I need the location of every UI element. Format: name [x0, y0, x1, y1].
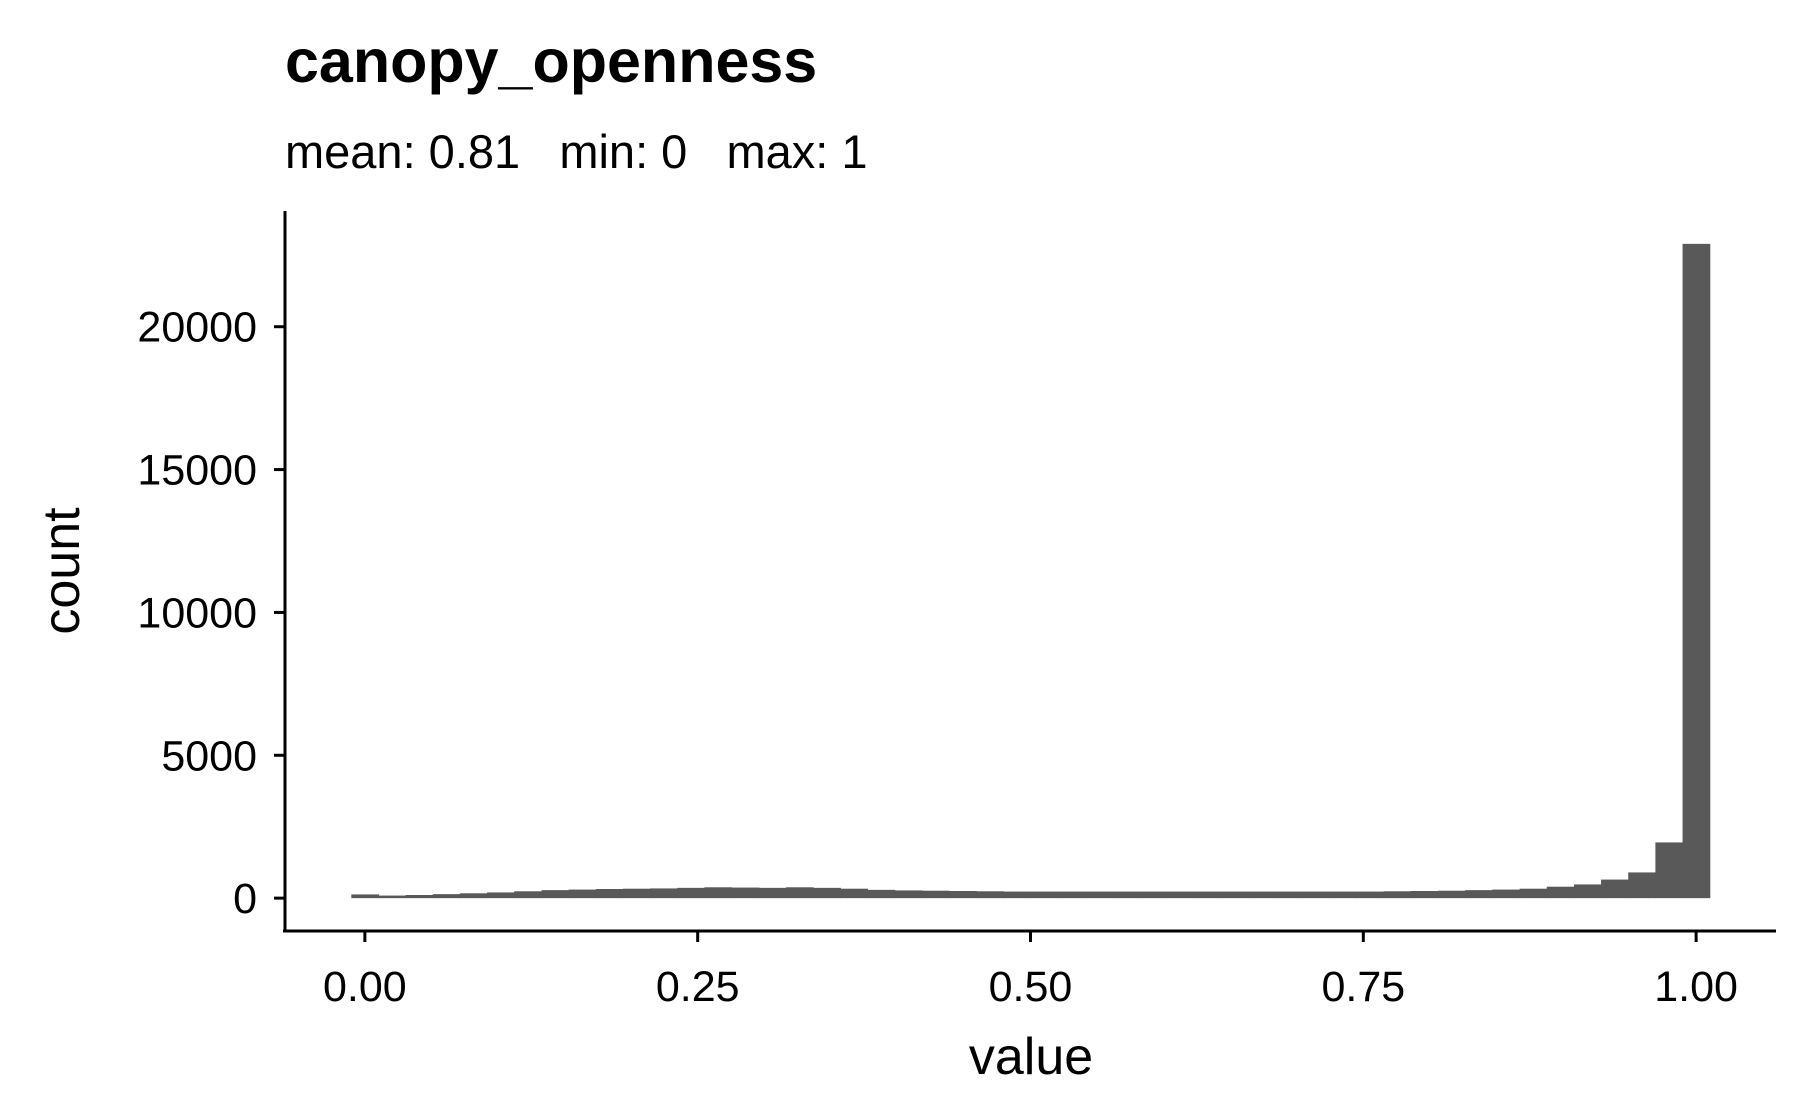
histogram-bar — [813, 887, 841, 899]
histogram-bar — [1193, 891, 1222, 899]
y-tick-label: 0 — [233, 875, 257, 923]
histogram-bar — [459, 893, 488, 899]
histogram-bar — [1356, 891, 1385, 899]
y-axis-ticks: 0 5000 10000 15000 20000 — [137, 304, 285, 923]
histogram-bar — [894, 890, 923, 899]
histogram-bar — [541, 890, 570, 899]
x-axis-ticks: 0.00 0.25 0.50 0.75 1.00 — [323, 931, 1738, 1011]
y-axis-title: count — [33, 507, 91, 635]
x-axis-title: value — [969, 1028, 1093, 1086]
x-tick-label: 0.25 — [656, 963, 740, 1011]
histogram-bar — [650, 888, 678, 899]
histogram-bar — [949, 891, 977, 899]
histogram-bar — [1465, 890, 1493, 899]
histogram-bar — [568, 889, 597, 899]
histogram-bar — [1383, 891, 1412, 899]
histogram-bar — [921, 890, 950, 899]
histogram-bar — [1057, 891, 1086, 899]
histogram-bar — [758, 887, 787, 899]
x-tick-label: 0.00 — [323, 963, 407, 1011]
histogram-bar — [1601, 879, 1629, 899]
histogram-bar — [677, 887, 706, 899]
histogram-bar — [623, 888, 651, 899]
histogram-bar — [1220, 891, 1249, 899]
x-tick-label: 1.00 — [1654, 963, 1738, 1011]
histogram-bar — [704, 887, 733, 899]
histogram-bar — [1628, 872, 1656, 899]
histogram-bar — [405, 895, 434, 899]
histogram-bar — [1519, 888, 1548, 899]
histogram-bar — [1573, 884, 1602, 899]
histogram-bar — [351, 894, 380, 899]
chart-title: canopy_openness — [285, 27, 817, 95]
chart-subtitle: mean: 0.81 min: 0 max: 1 — [285, 125, 868, 178]
histogram-bar — [487, 892, 515, 899]
y-tick-label: 15000 — [137, 447, 257, 495]
histogram-bar — [378, 895, 407, 899]
histogram-bar — [1003, 891, 1032, 899]
histogram-bar — [1302, 891, 1330, 899]
histogram-bar — [1329, 891, 1358, 899]
histogram-bar — [432, 894, 461, 899]
histogram-bar — [1247, 891, 1276, 899]
histogram-bar — [1438, 890, 1466, 899]
histogram-bar — [1166, 891, 1195, 899]
histogram-bar — [1111, 891, 1140, 899]
histogram-bar — [731, 887, 760, 899]
y-tick-label: 5000 — [161, 732, 257, 780]
histogram-bar — [840, 888, 869, 899]
histogram-bar — [1410, 891, 1439, 899]
histogram-bar — [595, 889, 624, 899]
histogram-bar — [867, 889, 896, 899]
histogram-bar — [1030, 891, 1059, 899]
histogram-bar — [1275, 891, 1303, 899]
x-tick-label: 0.50 — [989, 963, 1073, 1011]
histogram-bar — [785, 887, 814, 899]
histogram-bars — [351, 243, 1711, 899]
histogram-bar — [1655, 842, 1684, 899]
histogram-bar — [1682, 243, 1711, 899]
histogram-bar — [976, 891, 1004, 899]
histogram-bar — [1546, 886, 1575, 899]
histogram-bar — [1492, 889, 1521, 899]
histogram-bar — [1084, 891, 1113, 899]
y-tick-label: 20000 — [137, 304, 257, 352]
histogram-bar — [514, 891, 542, 899]
y-tick-label: 10000 — [137, 589, 257, 637]
x-tick-label: 0.75 — [1321, 963, 1405, 1011]
histogram-bar — [1139, 891, 1167, 899]
